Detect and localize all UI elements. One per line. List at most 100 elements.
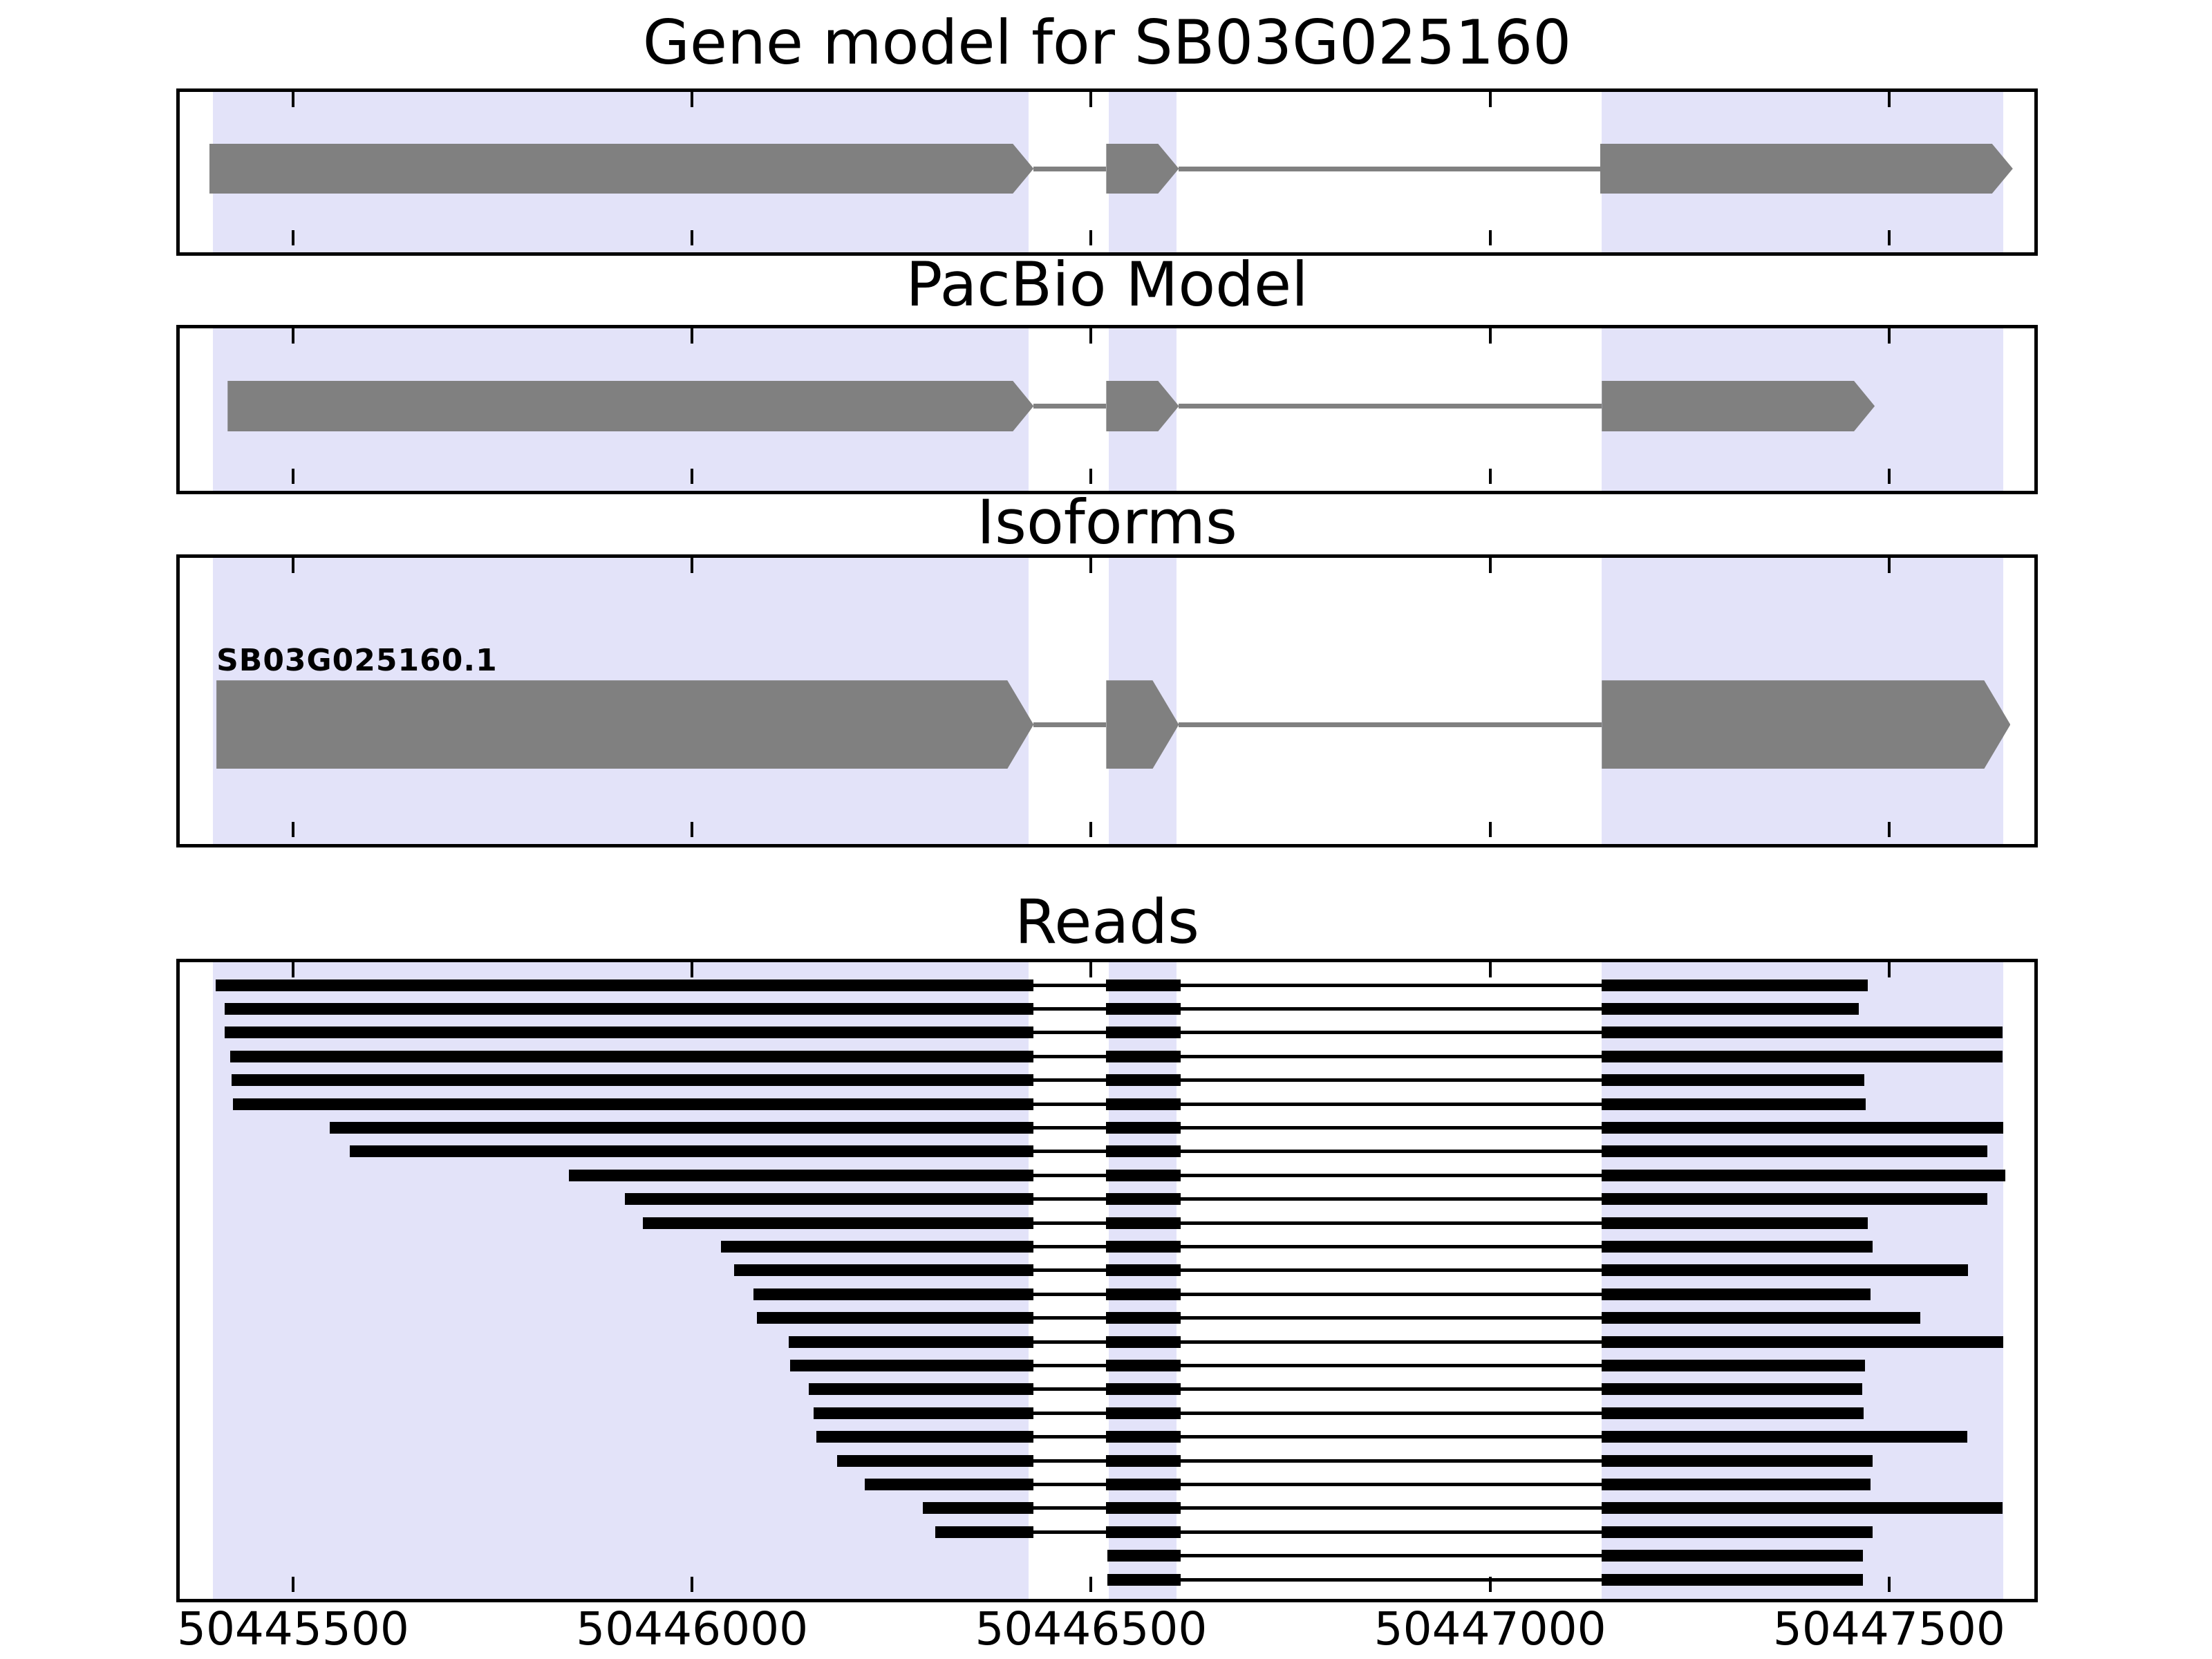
read-segment — [1602, 1193, 1987, 1206]
tick-mark — [691, 558, 694, 573]
read-segment — [1602, 979, 1868, 991]
tick-mark — [1089, 230, 1093, 245]
intron-line — [1179, 722, 1602, 727]
tick-mark — [291, 558, 294, 573]
tick-mark — [291, 469, 294, 484]
tick-mark — [691, 822, 694, 837]
tick-mark — [1887, 1577, 1891, 1592]
read-segment — [1602, 1169, 2006, 1181]
read-segment — [1602, 1002, 1859, 1015]
tick-mark — [1089, 92, 1093, 107]
pacbio-track — [180, 328, 2034, 491]
tick-mark — [1488, 962, 1492, 977]
read-segment — [753, 1288, 1034, 1300]
tick-mark — [1089, 469, 1093, 484]
read-segment — [1602, 1145, 1987, 1158]
read-segment — [1106, 1193, 1181, 1206]
read-segment — [1106, 1478, 1181, 1490]
read-line — [1107, 1554, 1863, 1558]
read-line — [816, 1435, 1968, 1439]
intron-line — [1033, 404, 1107, 409]
read-segment — [642, 1217, 1034, 1229]
tick-mark — [691, 92, 694, 107]
read-segment — [1107, 1573, 1181, 1586]
read-segment — [1602, 1050, 2003, 1062]
tick-mark — [291, 962, 294, 977]
tick-mark — [1488, 92, 1492, 107]
read-segment — [1106, 979, 1181, 991]
read-segment — [1106, 1359, 1181, 1371]
tick-mark — [1887, 230, 1891, 245]
read-segment — [720, 1240, 1034, 1253]
exon-arrow — [227, 381, 1033, 431]
panel-reads — [176, 959, 2038, 1602]
read-line — [569, 1173, 2006, 1177]
tick-mark — [691, 962, 694, 977]
read-line — [756, 1316, 1920, 1320]
tick-mark — [291, 328, 294, 344]
highlight-region — [213, 962, 1029, 1599]
read-segment — [330, 1121, 1034, 1134]
read-segment — [1602, 1264, 1969, 1277]
read-line — [625, 1197, 1987, 1201]
read-segment — [1106, 1240, 1181, 1253]
x-axis-tick-label: 50445500 — [176, 1602, 409, 1656]
read-line — [215, 983, 1868, 987]
read-line — [790, 1363, 1866, 1367]
read-line — [1107, 1577, 1863, 1582]
read-segment — [1106, 1002, 1181, 1015]
read-segment — [922, 1502, 1034, 1515]
exon-arrow — [1602, 680, 2010, 769]
read-segment — [1106, 1217, 1181, 1229]
isoform-label: SB03G025160.1 — [216, 643, 498, 679]
tick-mark — [1488, 822, 1492, 837]
read-segment — [813, 1407, 1034, 1419]
read-segment — [224, 1002, 1034, 1015]
tick-mark — [1488, 469, 1492, 484]
tick-mark — [1488, 1577, 1492, 1592]
read-segment — [1106, 1526, 1181, 1538]
read-segment — [1106, 1169, 1181, 1181]
read-segment — [1106, 1264, 1181, 1277]
tick-mark — [691, 328, 694, 344]
read-line — [720, 1244, 1873, 1248]
read-line — [813, 1411, 1864, 1415]
exon-arrow — [209, 144, 1034, 194]
x-axis-tick-label: 50446500 — [975, 1602, 1208, 1656]
tick-mark — [291, 92, 294, 107]
panel-pacbio — [176, 325, 2038, 494]
read-line — [224, 1006, 1859, 1011]
read-segment — [1106, 1074, 1181, 1087]
read-segment — [1106, 1502, 1181, 1515]
tick-mark — [691, 230, 694, 245]
read-segment — [1106, 1383, 1181, 1396]
x-axis-tick-label: 50447500 — [1772, 1602, 2005, 1656]
exon-arrow — [1602, 381, 1875, 431]
read-line — [922, 1506, 2003, 1510]
read-segment — [808, 1383, 1034, 1396]
read-segment — [1106, 1050, 1181, 1062]
read-segment — [756, 1312, 1034, 1324]
read-segment — [1602, 1478, 1871, 1490]
read-segment — [1106, 1454, 1181, 1467]
read-segment — [1602, 1312, 1920, 1324]
tick-mark — [1887, 962, 1891, 977]
panel-title-gene-model: Gene model for SB03G025160 — [642, 7, 1572, 78]
read-segment — [1106, 1312, 1181, 1324]
read-segment — [1602, 1573, 1863, 1586]
tick-mark — [1089, 328, 1093, 344]
tick-mark — [691, 1577, 694, 1592]
read-segment — [1602, 1027, 2003, 1039]
tick-mark — [1887, 328, 1891, 344]
read-line — [935, 1530, 1873, 1534]
tick-mark — [1488, 558, 1492, 573]
read-segment — [1602, 1431, 1967, 1443]
tick-mark — [1089, 558, 1093, 573]
panel-title-reads: Reads — [1015, 886, 1199, 957]
read-line — [233, 1102, 1866, 1106]
highlight-region — [1108, 962, 1177, 1599]
read-line — [232, 1078, 1865, 1082]
gene-model-track — [180, 92, 2034, 252]
intron-line — [1033, 722, 1107, 727]
x-axis-tick-label: 50447000 — [1374, 1602, 1606, 1656]
